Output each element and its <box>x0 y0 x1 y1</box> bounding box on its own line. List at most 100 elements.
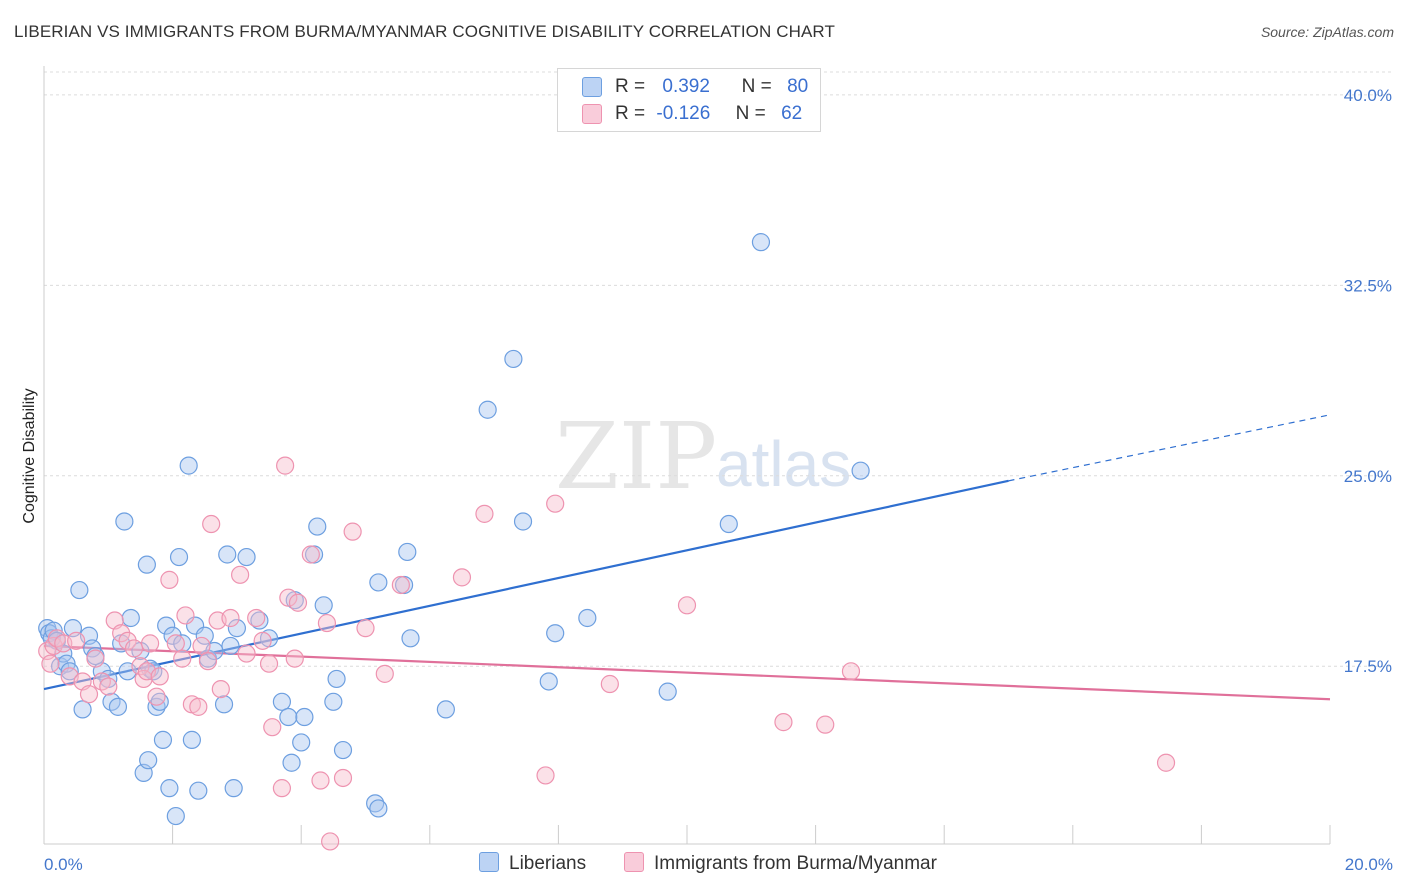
liberian-point <box>401 629 420 648</box>
liberian-point <box>108 697 128 716</box>
legend-item-liberians: Liberians <box>479 852 586 875</box>
burma-point <box>176 606 195 625</box>
liberian-point <box>308 517 327 536</box>
burma-point <box>841 662 861 681</box>
liberian-point <box>436 700 455 719</box>
liberian-point <box>237 547 256 567</box>
liberian-point <box>147 697 166 716</box>
burma-point <box>263 718 282 737</box>
burma-point <box>221 608 240 628</box>
liberian-point <box>292 733 311 752</box>
burma-point <box>375 664 394 683</box>
liberian-point <box>195 626 214 645</box>
burma-point <box>536 766 555 785</box>
burma-point <box>41 654 60 673</box>
burma-point <box>86 649 105 668</box>
n-label: N = <box>741 76 772 97</box>
y-tick-label: 32.5% <box>1344 276 1392 295</box>
liberian-point <box>214 695 234 714</box>
liberian-point <box>719 514 738 534</box>
burma-point <box>677 596 697 615</box>
liberian-point <box>173 634 192 653</box>
burma-point <box>112 624 131 643</box>
burma-point <box>1156 753 1176 772</box>
burma-point <box>166 634 185 653</box>
legend-row-liberians: R = 0.392 N = 80 <box>582 76 808 100</box>
r-label: R = <box>615 76 646 97</box>
data-points <box>38 233 1176 851</box>
burma-point <box>475 504 494 523</box>
legend-label-liberians: Liberians <box>509 853 587 874</box>
burma-point <box>311 771 330 790</box>
liberian-point <box>366 794 385 813</box>
liberian-point <box>250 611 269 630</box>
liberian-point <box>513 512 533 531</box>
axes <box>43 66 1331 845</box>
liberian-point <box>189 781 208 800</box>
burma-point <box>546 494 565 513</box>
liberians-swatch <box>479 852 499 872</box>
burma-point <box>211 679 230 699</box>
liberians-swatch <box>582 76 602 97</box>
burma-point <box>321 832 340 851</box>
liberian-point <box>398 542 417 562</box>
x-tick-label: 20.0% <box>1345 855 1393 874</box>
burma-point <box>150 667 169 686</box>
burma-point <box>816 715 835 734</box>
liberian-point <box>369 799 388 818</box>
liberian-point <box>478 400 497 419</box>
liberian-point <box>121 608 140 628</box>
liberian-point <box>166 806 185 826</box>
liberian-point <box>169 547 189 567</box>
burma-point <box>202 514 221 534</box>
watermark: ZIP atlas <box>555 403 851 510</box>
burma-point <box>285 649 304 668</box>
burma-point <box>343 522 362 541</box>
burma-point <box>124 639 144 658</box>
burma-point <box>452 568 472 587</box>
y-axis-label: Cognitive Disability <box>21 388 38 523</box>
source-label: Source: ZipAtlas.com <box>1260 24 1394 40</box>
burma-point <box>79 685 99 704</box>
burma-swatch <box>624 852 644 872</box>
burma-point <box>189 697 208 716</box>
burma-point <box>301 545 320 564</box>
burma-point <box>356 619 375 638</box>
liberian-point <box>751 233 771 252</box>
burma-point <box>192 636 211 656</box>
liberian-point <box>60 662 79 681</box>
liberian-point <box>333 740 353 760</box>
liberian-point <box>139 751 158 770</box>
liberian-point <box>578 608 597 628</box>
liberian-point <box>851 461 870 480</box>
watermark-zip: ZIP <box>555 403 717 510</box>
burma-point <box>259 654 279 673</box>
liberian-point <box>279 707 298 727</box>
r-value: -0.126 <box>656 103 711 124</box>
burma-point <box>140 634 160 653</box>
burma-point <box>231 565 250 584</box>
liberian-point <box>227 619 246 638</box>
burma-point <box>276 456 295 475</box>
legend-item-burma: Immigrants from Burma/Myanmar <box>624 852 937 875</box>
burma-point <box>253 631 272 650</box>
n-value: 62 <box>781 103 803 124</box>
burma-point <box>118 631 137 650</box>
y-tick-label: 25.0% <box>1344 467 1392 486</box>
liberian-trend-extension <box>1008 414 1331 482</box>
burma-swatch <box>582 103 602 124</box>
burma-point <box>391 575 410 595</box>
burma-point <box>600 674 619 694</box>
burma-point <box>317 613 337 633</box>
burma-point <box>272 779 292 798</box>
liberian-point <box>224 779 243 798</box>
n-value: 80 <box>787 76 809 97</box>
liberian-point <box>70 580 89 600</box>
liberian-point <box>153 730 173 749</box>
y-tick-label: 17.5% <box>1344 657 1392 676</box>
burma-point <box>147 687 166 706</box>
burma-point <box>198 652 218 671</box>
liberian-point <box>327 669 346 689</box>
legend-label-burma: Immigrants from Burma/Myanmar <box>654 853 937 874</box>
burma-point <box>237 644 256 663</box>
